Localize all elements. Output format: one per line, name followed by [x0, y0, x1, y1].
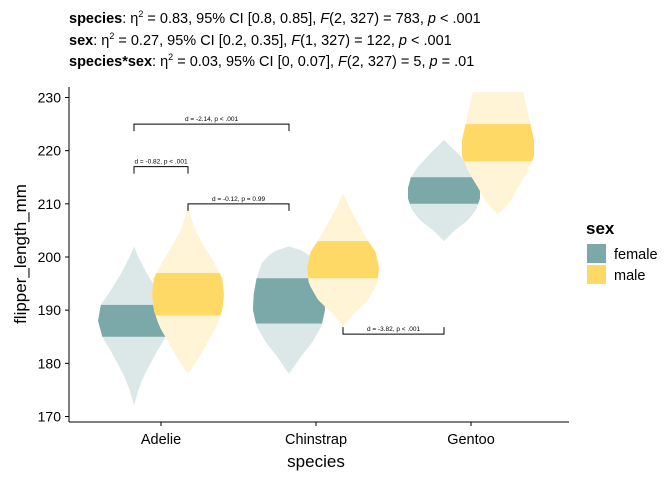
comparison-bracket [187, 203, 290, 211]
violins-layer [98, 92, 534, 406]
x-axis-label: species [287, 452, 345, 471]
y-tick-label: 170 [38, 409, 62, 425]
y-ticks: 170 180 190 200 210 220 230 [38, 90, 69, 425]
axes [68, 87, 569, 423]
legend-key-male [587, 265, 606, 284]
stat-detail: : η2 = 0.03, 95% CI [0, 0.07], F(2, 327)… [152, 52, 475, 70]
comparison-bracket [133, 123, 290, 132]
stat-term: species [69, 10, 123, 27]
comparison-label: d = -0.82, p < .001 [134, 159, 188, 166]
violin-iqr-male-adelie [152, 273, 224, 316]
violin-iqr-male-chinstrap [307, 241, 379, 279]
x-ticks: Adelie Chinstrap Gentoo [141, 422, 495, 448]
legend-title: sex [586, 219, 615, 238]
y-tick-label: 180 [38, 355, 62, 371]
violin-iqr-male-gentoo [462, 124, 534, 162]
legend-label-male: male [614, 268, 645, 284]
stat-detail: : η2 = 0.27, 95% CI [0.2, 0.35], F(1, 32… [93, 31, 452, 49]
legend: sex female male [586, 219, 658, 284]
y-tick-label: 200 [38, 249, 62, 265]
y-tick-label: 210 [38, 196, 62, 212]
legend-key-female [587, 244, 606, 263]
violin-iqr-female-adelie [98, 304, 170, 337]
x-tick-label: Chinstrap [285, 432, 347, 448]
comparison-brackets: d = -0.82, p < .001 d = -2.14, p < .001 d … [133, 116, 445, 335]
stat-detail: : η2 = 0.83, 95% CI [0.8, 0.85], F(2, 32… [122, 9, 481, 27]
x-tick-label: Gentoo [447, 432, 495, 448]
y-tick-label: 220 [38, 143, 62, 159]
stat-line-species-sex: species*sex: η2 = 0.03, 95% CI [0, 0.07]… [69, 52, 474, 70]
y-axis-label: flipper_length_mm [11, 184, 30, 324]
x-tick-label: Adelie [141, 432, 181, 448]
stat-term: species*sex [69, 53, 153, 70]
violin-iqr-female-gentoo [408, 177, 480, 204]
comparison-bracket [342, 327, 445, 335]
comparison-label: d = -0.12, p = 0.99 [212, 196, 266, 203]
y-tick-label: 190 [38, 302, 62, 318]
legend-label-female: female [614, 247, 658, 263]
comparison-bracket [133, 166, 189, 174]
y-tick-label: 230 [38, 90, 62, 106]
violin-iqr-female-chinstrap [253, 278, 325, 324]
stat-line-sex: sex: η2 = 0.27, 95% CI [0.2, 0.35], F(1,… [69, 31, 452, 49]
comparison-label: d = -3.82, p < .001 [367, 326, 421, 333]
stat-line-species: species: η2 = 0.83, 95% CI [0.8, 0.85], … [69, 9, 481, 27]
stat-term: sex [69, 32, 94, 49]
comparison-label: d = -2.14, p < .001 [185, 116, 239, 123]
